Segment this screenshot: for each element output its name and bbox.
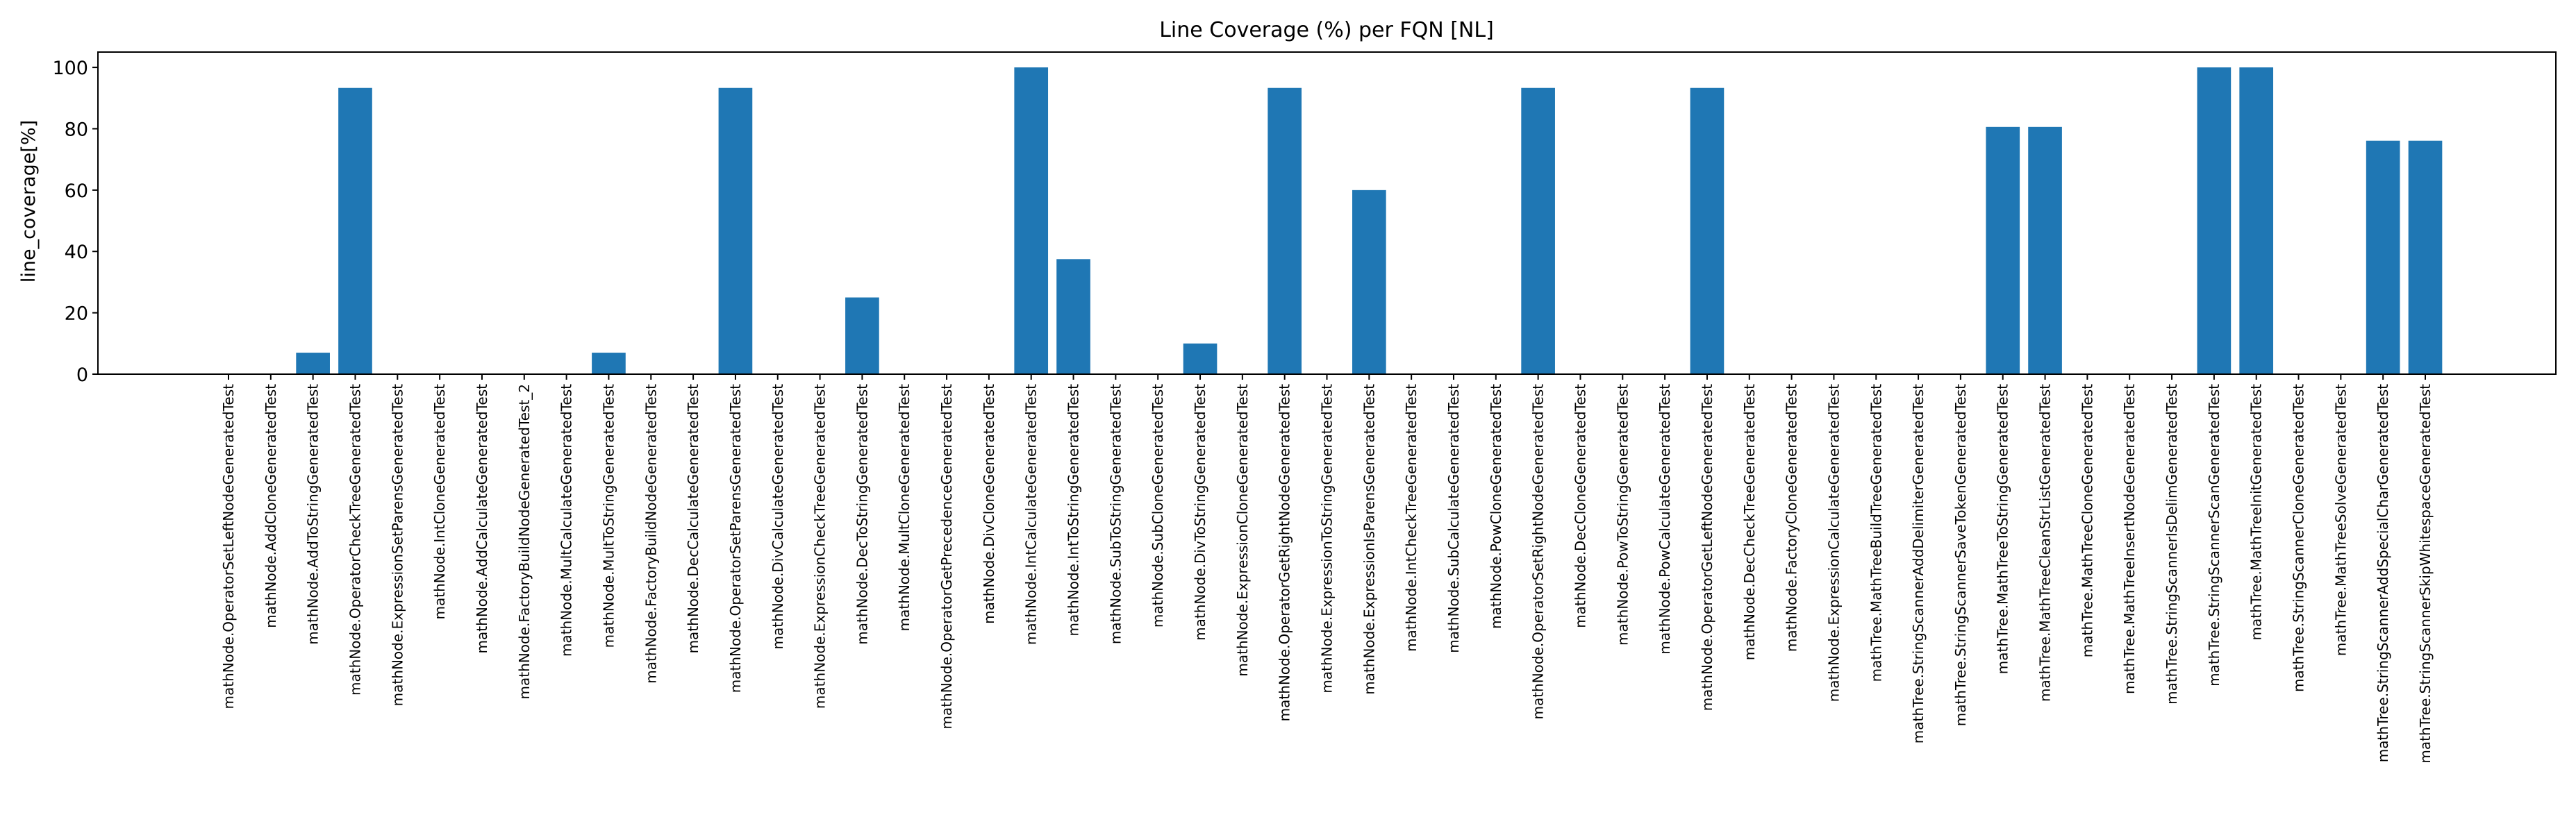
x-tick-label: mathNode.MultToStringGeneratedTest — [600, 384, 617, 648]
x-tick-label: mathTree.StringScannerSkipWhitespaceGene… — [2417, 384, 2434, 764]
x-tick-label: mathNode.IntCheckTreeGeneratedTest — [1403, 384, 1420, 652]
x-tick-label: mathNode.IntToStringGeneratedTest — [1065, 384, 1082, 637]
x-tick-label: mathNode.AddCloneGeneratedTest — [263, 384, 279, 628]
chart-title: Line Coverage (%) per FQN [NL] — [1159, 18, 1494, 42]
x-tick-label: mathTree.MathTreeInsertNodeGeneratedTest — [2121, 384, 2138, 694]
y-tick-label: 40 — [65, 242, 88, 263]
bar — [1690, 87, 1725, 374]
y-tick-label: 20 — [65, 303, 88, 325]
bar — [1986, 126, 2020, 374]
bar — [338, 87, 372, 374]
y-tick-label: 100 — [52, 58, 88, 79]
x-tick-label: mathNode.AddToStringGeneratedTest — [305, 384, 322, 645]
bar — [1014, 67, 1049, 374]
x-tick-label: mathNode.FactoryCloneGeneratedTest — [1784, 384, 1800, 652]
x-tick-label: mathNode.FactoryBuildNodeGeneratedTest — [642, 384, 659, 684]
bar — [2239, 67, 2274, 374]
x-tick-label: mathNode.FactoryBuildNodeGeneratedTest_2 — [516, 384, 533, 699]
bar — [1056, 259, 1090, 374]
x-tick-label: mathNode.OperatorSetRightNodeGeneratedTe… — [1530, 384, 1547, 720]
x-tick-label: mathNode.ExpressionIsParensGeneratedTest — [1361, 384, 1377, 695]
x-tick-label: mathTree.MathTreeToStringGeneratedTest — [1995, 384, 2011, 674]
x-tick-label: mathNode.OperatorGetRightNodeGeneratedTe… — [1277, 384, 1293, 721]
x-tick-label: mathNode.DecCheckTreeGeneratedTest — [1741, 384, 1758, 660]
x-tick-label: mathTree.StringScannerScanGeneratedTest — [2206, 384, 2222, 687]
x-tick-label: mathNode.ExpressionSetParensGeneratedTes… — [389, 384, 406, 706]
bar — [592, 353, 626, 374]
x-tick-label: mathNode.MultCloneGeneratedTest — [896, 384, 913, 632]
y-axis-ticks: 0 20 40 60 80 100 — [52, 58, 98, 386]
bar — [296, 353, 330, 374]
x-tick-label: mathNode.SubCloneGeneratedTest — [1149, 384, 1166, 628]
x-tick-label: mathNode.PowCloneGeneratedTest — [1488, 384, 1504, 629]
x-tick-label: mathNode.OperatorGetLeftNodeGeneratedTes… — [1699, 384, 1715, 711]
x-tick-label: mathTree.MathTreeBuildTreeGeneratedTest — [1868, 384, 1884, 682]
y-axis-label: line_coverage[%] — [18, 120, 40, 283]
plot-area-frame — [97, 51, 2557, 375]
x-tick-label: mathNode.SubCalculateGeneratedTest — [1445, 384, 1462, 653]
y-tick-label: 60 — [65, 180, 88, 202]
x-tick-label: mathTree.StringScannerAddSpecialCharGene… — [2375, 384, 2391, 762]
x-tick-label: mathNode.DecCloneGeneratedTest — [1572, 384, 1588, 628]
x-tick-label: mathNode.OperatorSetParensGeneratedTest — [727, 384, 744, 693]
bar — [1521, 87, 1555, 374]
x-tick-label: mathNode.ExpressionCheckTreeGeneratedTes… — [812, 384, 829, 709]
x-tick-label: mathNode.PowToStringGeneratedTest — [1614, 384, 1631, 646]
x-tick-label: mathTree.StringScannerCloneGeneratedTest — [2291, 384, 2307, 692]
x-tick-label: mathNode.DecCalculateGeneratedTest — [685, 384, 701, 654]
x-tick-label: mathNode.PowCalculateGeneratedTest — [1656, 384, 1673, 655]
x-tick-label: mathNode.OperatorGetPrecedenceGeneratedT… — [938, 384, 955, 730]
x-tick-label: mathTree.StringScannerSaveTokenGenerated… — [1952, 384, 1969, 726]
x-tick-label: mathNode.ExpressionCalculateGeneratedTes… — [1825, 384, 1842, 702]
x-tick-label: mathNode.SubToStringGeneratedTest — [1107, 384, 1124, 644]
x-tick-label: mathNode.ExpressionToStringGeneratedTest — [1319, 384, 1336, 693]
x-tick-label: mathNode.IntCloneGeneratedTest — [431, 384, 448, 620]
bar — [2366, 140, 2400, 374]
x-tick-label: mathNode.ExpressionCloneGeneratedTest — [1234, 384, 1251, 677]
x-tick-label: mathTree.StringScannerIsDelimGeneratedTe… — [2163, 384, 2180, 705]
bar — [845, 297, 879, 374]
x-tick-label: mathNode.AddCalculateGeneratedTest — [474, 384, 490, 654]
bar — [1352, 190, 1386, 374]
bars-group — [296, 67, 2443, 374]
bar — [718, 87, 753, 374]
bar — [2197, 67, 2232, 374]
x-tick-label: mathNode.OperatorCheckTreeGeneratedTest — [347, 384, 363, 696]
bar — [1268, 87, 1302, 374]
bar — [2028, 126, 2062, 374]
x-tick-label: mathTree.MathTreeCloneGeneratedTest — [2079, 384, 2095, 657]
x-tick-label: mathTree.MathTreeInitGeneratedTest — [2248, 384, 2265, 641]
x-tick-label: mathNode.DivToStringGeneratedTest — [1192, 384, 1208, 641]
x-tick-label: mathNode.OperatorSetLeftNodeGeneratedTes… — [220, 384, 237, 709]
x-tick-label: mathNode.MultCalculateGeneratedTest — [558, 384, 575, 657]
x-tick-label: mathTree.MathTreeCleanStrListGeneratedTe… — [2037, 384, 2054, 702]
bar — [1183, 343, 1218, 374]
x-axis-ticks: mathNode.OperatorSetLeftNodeGeneratedTes… — [220, 374, 2434, 764]
bar — [2408, 140, 2443, 374]
x-tick-label: mathTree.MathTreeSolveGeneratedTest — [2332, 384, 2349, 656]
y-tick-label: 0 — [76, 364, 88, 386]
x-tick-label: mathTree.StringScannerAddDelimiterGenera… — [1910, 384, 1927, 743]
x-tick-label: mathNode.DivCloneGeneratedTest — [981, 384, 997, 624]
x-tick-label: mathNode.DivCalculateGeneratedTest — [770, 384, 786, 650]
x-tick-label: mathNode.IntCalculateGeneratedTest — [1023, 384, 1040, 645]
x-tick-label: mathNode.DecToStringGeneratedTest — [854, 384, 870, 645]
y-tick-label: 80 — [65, 119, 88, 140]
